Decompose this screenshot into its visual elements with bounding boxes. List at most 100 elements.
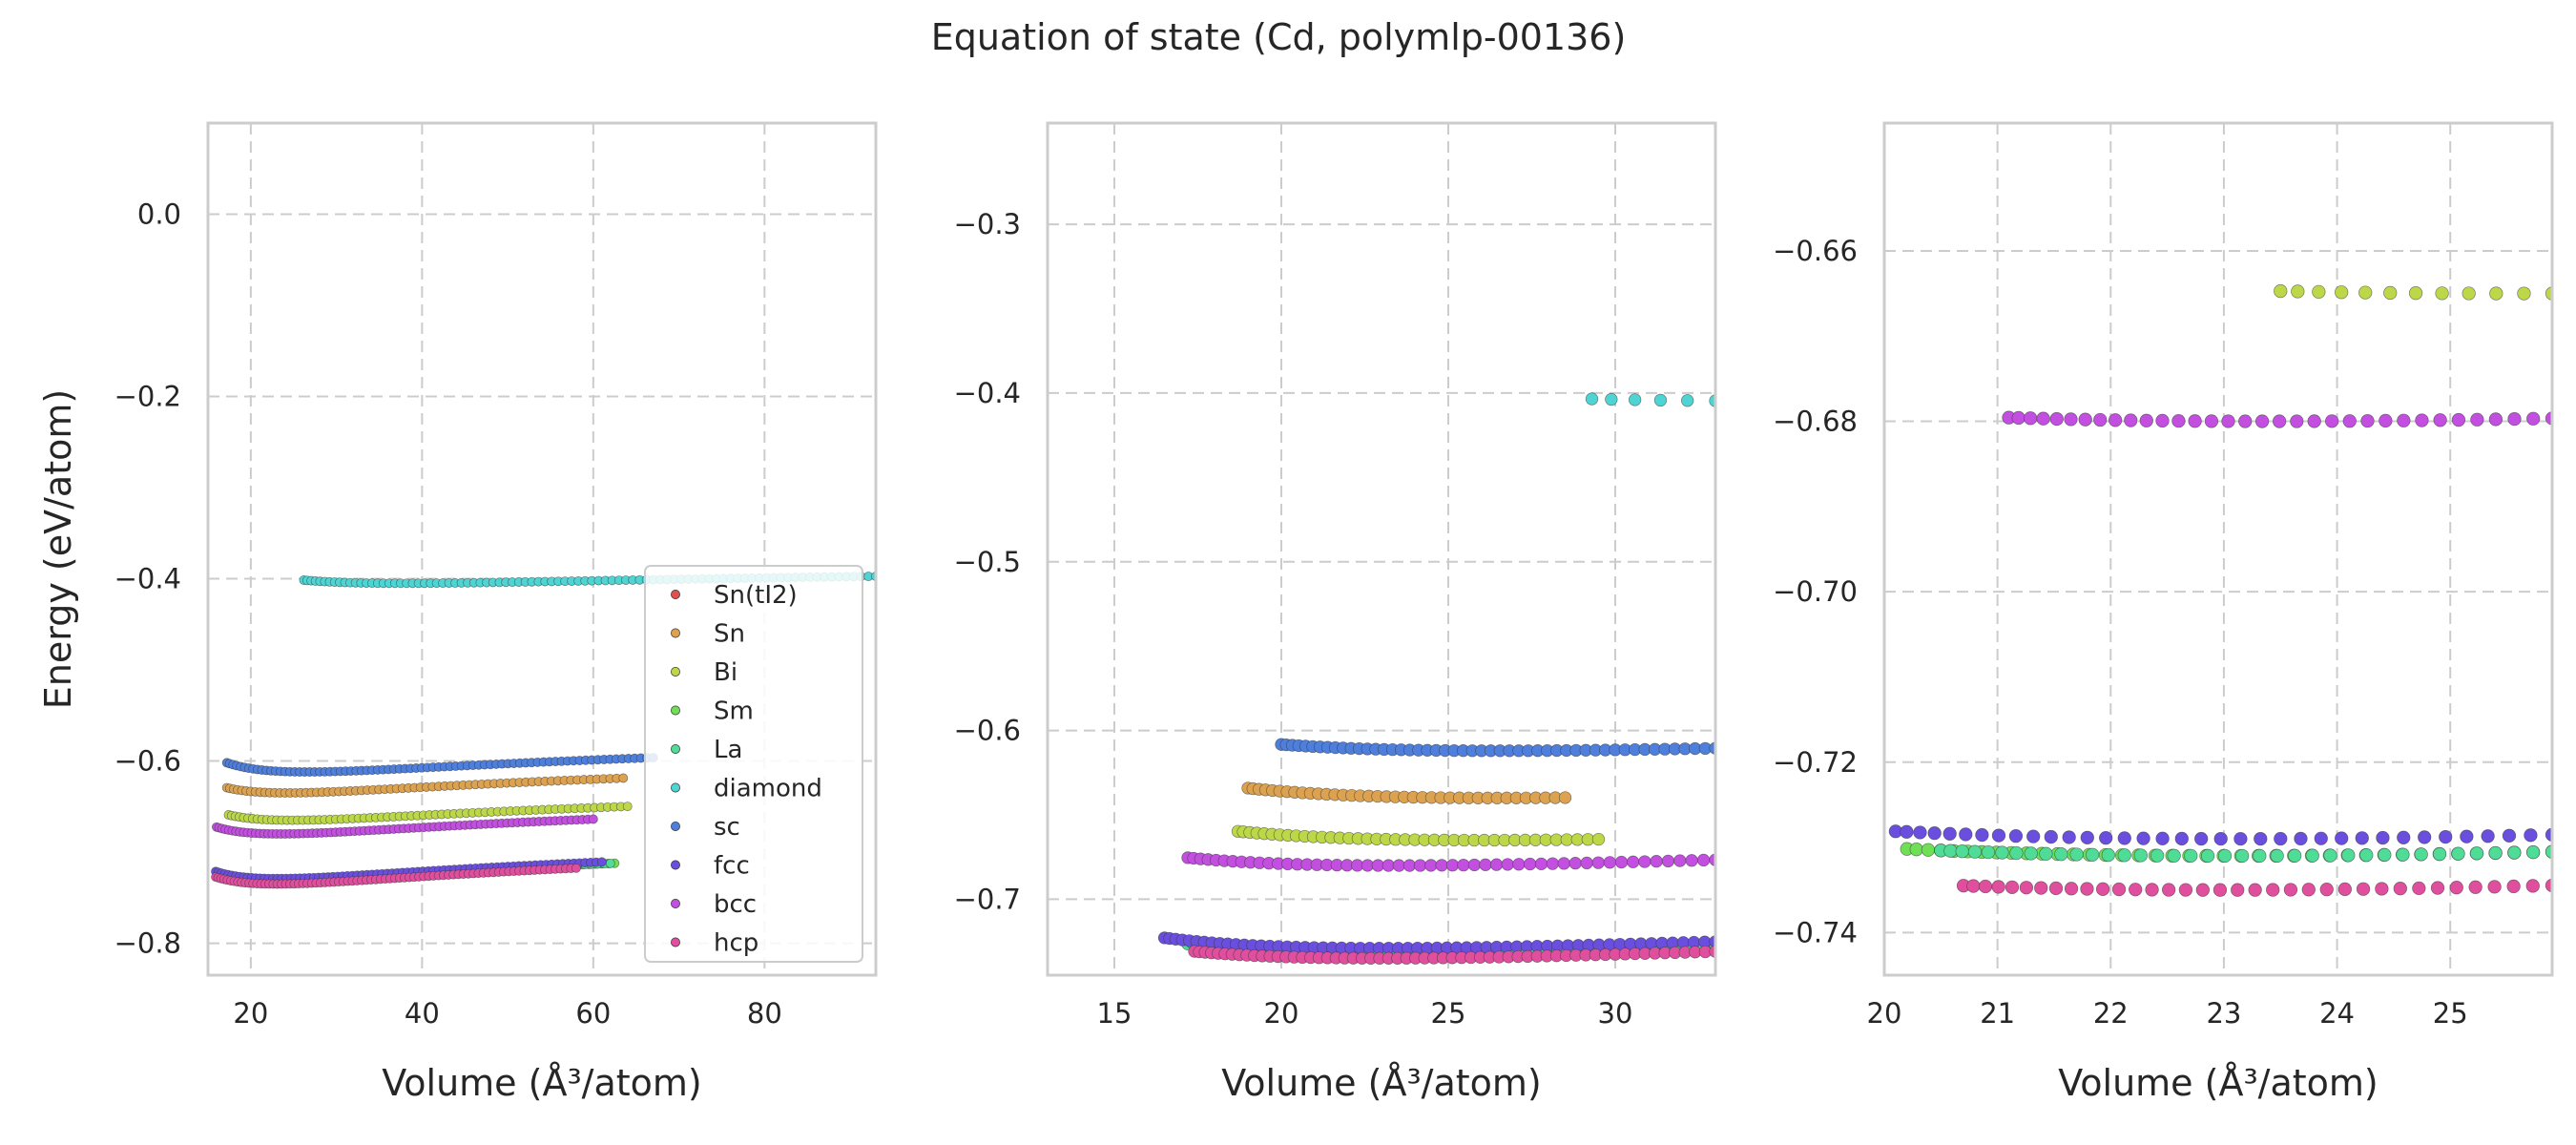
data-point (2415, 413, 2429, 427)
legend-item: bcc (671, 890, 757, 919)
data-point (2288, 848, 2302, 863)
data-point (2524, 828, 2538, 843)
data-point (1685, 854, 1698, 867)
data-point (2178, 883, 2193, 897)
data-point (2408, 286, 2423, 301)
data-point (1413, 859, 1427, 872)
y-tick-label: −0.72 (1773, 746, 1858, 779)
data-point (2155, 413, 2170, 428)
data-point (2449, 881, 2463, 895)
data-point (2525, 844, 2541, 860)
x-tick-label: 25 (1431, 997, 1466, 1030)
y-tick-label: −0.4 (114, 563, 181, 595)
data-point (2234, 848, 2250, 864)
data-point (1570, 833, 1584, 846)
legend-marker (671, 628, 680, 638)
data-point (2337, 882, 2352, 897)
data-point (2044, 829, 2058, 844)
data-point (2451, 846, 2465, 861)
data-point (2054, 847, 2068, 862)
data-point (2414, 847, 2428, 862)
data-point (2048, 881, 2064, 896)
series-Sn (1241, 781, 1572, 804)
data-point (2460, 829, 2474, 843)
data-point (2294, 831, 2308, 846)
data-point (2008, 828, 2024, 843)
data-point (1942, 826, 1957, 841)
data-point (1424, 859, 1438, 872)
data-point (2525, 879, 2540, 893)
data-point (1638, 855, 1652, 868)
data-point (2358, 285, 2373, 300)
data-point (2233, 831, 2248, 846)
data-point (2078, 412, 2092, 427)
data-point (2517, 286, 2531, 301)
data-point (2049, 411, 2064, 427)
data-point (2274, 831, 2288, 846)
data-point (1921, 843, 1936, 857)
data-point (2462, 286, 2476, 301)
x-axis-label: Volume (Å³/atom) (2058, 1062, 2379, 1104)
y-tick-label: −0.74 (1773, 916, 1858, 948)
data-point (1991, 880, 2005, 894)
data-point (2184, 848, 2198, 864)
data-point (1512, 858, 1526, 871)
data-point (2124, 413, 2138, 427)
data-point (2502, 828, 2517, 843)
data-point (1681, 394, 1694, 407)
data-point (1696, 853, 1711, 867)
data-point (2080, 830, 2094, 844)
data-point (2487, 880, 2502, 894)
data-point (1392, 859, 1405, 872)
y-tick-label: −0.5 (954, 546, 1021, 578)
data-point (1591, 856, 1605, 869)
data-point (2488, 412, 2503, 427)
data-point (2254, 831, 2268, 846)
series-sc (1275, 738, 1715, 758)
data-point (2161, 883, 2176, 897)
data-point (2231, 883, 2245, 897)
data-point (2283, 883, 2298, 897)
data-point (2005, 880, 2020, 894)
data-point (1591, 832, 1606, 846)
data-point (2069, 847, 2084, 862)
legend-label: Sn(tI2) (714, 581, 798, 610)
y-tick-label: 0.0 (137, 198, 181, 231)
data-point (1534, 857, 1548, 871)
data-point (2307, 414, 2321, 428)
data-point (1568, 857, 1582, 870)
data-point (2433, 413, 2447, 427)
data-point (2379, 413, 2393, 428)
data-point (2101, 847, 2115, 863)
legend-item: Bi (671, 658, 737, 687)
data-point (1650, 855, 1663, 868)
legend-item: Sn (671, 620, 745, 649)
data-point (2435, 286, 2449, 301)
data-point (2305, 848, 2319, 863)
data-point (2470, 412, 2484, 427)
series-hcp (211, 863, 581, 889)
legend-item: diamond (671, 775, 822, 803)
data-point (1900, 824, 1914, 839)
data-point (2036, 411, 2050, 426)
data-point (2019, 881, 2034, 895)
data-point (1927, 826, 1942, 841)
data-point (1909, 843, 1923, 857)
axes-frame (1882, 121, 2554, 977)
data-point (1558, 791, 1572, 804)
data-point (1546, 857, 1559, 870)
series-diamond (1585, 392, 1715, 407)
data-point (2323, 848, 2337, 863)
legend-item: hcp (671, 929, 758, 958)
legend-marker (671, 937, 680, 947)
data-point (2217, 848, 2233, 864)
data-point (1580, 856, 1593, 870)
x-tick-label: 24 (2319, 997, 2355, 1030)
legend-item: fcc (671, 852, 750, 881)
data-point (588, 814, 598, 824)
data-point (2506, 879, 2521, 894)
data-point (2085, 847, 2100, 862)
data-point (1605, 392, 1618, 406)
data-point (2314, 831, 2328, 845)
